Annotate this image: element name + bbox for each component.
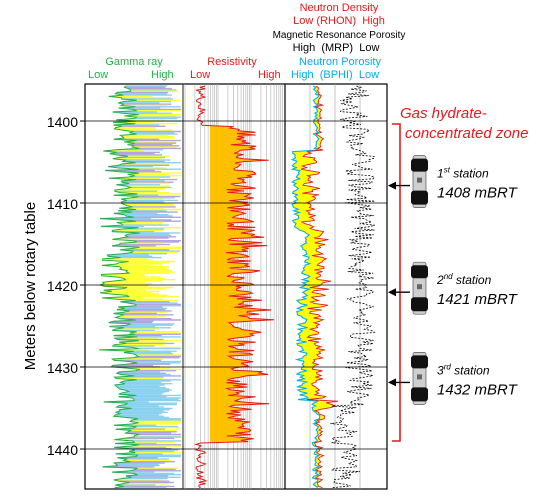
station-ordinal-number: 2 bbox=[436, 273, 444, 287]
resistivity-low-label: Low bbox=[190, 69, 210, 81]
station-1: 1st station 1408 mBRT bbox=[388, 155, 519, 208]
station-ordinal-suffix: st bbox=[444, 166, 451, 175]
tick-label-1420: 1420 bbox=[47, 278, 78, 294]
gamma-ray-curve bbox=[98, 85, 141, 489]
zone-label-line2: concentrated zone bbox=[405, 125, 528, 142]
station-word: station bbox=[451, 363, 490, 377]
hydrate-zone-annotation: Gas hydrate- concentrated zone bbox=[392, 105, 528, 442]
y-axis-label: Meters below rotary table bbox=[22, 202, 39, 370]
station-word: station bbox=[453, 273, 492, 287]
mrp-curve bbox=[330, 85, 376, 488]
tool-packer bbox=[411, 387, 428, 402]
density-title: Neutron Density bbox=[300, 2, 379, 14]
station-2: 2nd station 1421 mBRT bbox=[388, 261, 519, 315]
station-depth-label: 1421 mBRT bbox=[437, 291, 519, 308]
resistivity-log bbox=[194, 85, 275, 489]
tool-port bbox=[417, 177, 422, 183]
sampling-stations: 1st station 1408 mBRT 2nd station 1421 mBRT… bbox=[388, 155, 519, 405]
neutron-density-curve bbox=[300, 85, 339, 489]
tick-label-1410: 1410 bbox=[47, 196, 78, 212]
depth-axis: Meters below rotary table 1400 1410 1420… bbox=[22, 114, 78, 458]
tick-label-1440: 1440 bbox=[47, 442, 78, 458]
station-word: station bbox=[450, 167, 489, 181]
tool-packer bbox=[411, 265, 428, 279]
zone-label-line1: Gas hydrate- bbox=[400, 105, 487, 122]
tool-port bbox=[417, 374, 422, 380]
mrp-title: Magnetic Resonance Porosity bbox=[273, 30, 406, 41]
tick-label-1400: 1400 bbox=[47, 114, 78, 130]
mrp-scale: High (MRP) Low bbox=[293, 42, 380, 54]
tick-label-1430: 1430 bbox=[47, 360, 78, 376]
station-ordinal-suffix: rd bbox=[444, 362, 452, 371]
arrow-head bbox=[388, 288, 396, 297]
log-tracks bbox=[80, 83, 388, 490]
station-depth-label: 1408 mBRT bbox=[437, 185, 519, 202]
gamma-ray-log bbox=[98, 85, 181, 489]
gamma-low-label: Low bbox=[88, 69, 108, 81]
tool-packer bbox=[411, 158, 428, 172]
station-3: 3rd station 1432 mBRT bbox=[388, 352, 519, 405]
neutron-title: Neutron Porosity bbox=[299, 56, 381, 68]
tool-packer bbox=[411, 190, 428, 205]
porosity-difference-fill bbox=[292, 86, 338, 488]
gamma-high-label: High bbox=[151, 69, 174, 81]
resistivity-high-label: High bbox=[258, 69, 281, 81]
arrow-head bbox=[388, 181, 396, 190]
resistivity-title: Resistivity bbox=[207, 56, 257, 68]
neutron-scale: High (BPHI) Low bbox=[291, 69, 379, 81]
track-headers: Gamma ray Low High Resistivity Low High … bbox=[88, 2, 405, 81]
station-ordinal: 1st station bbox=[437, 166, 489, 181]
station-ordinal: 2nd station bbox=[436, 272, 492, 287]
neutron-porosity-curve bbox=[290, 85, 321, 489]
gamma-title: Gamma ray bbox=[105, 56, 163, 68]
porosity-logs bbox=[290, 85, 376, 489]
zone-bracket bbox=[392, 123, 401, 442]
tool-packer bbox=[411, 355, 428, 369]
station-ordinal-number: 3 bbox=[437, 363, 444, 377]
station-ordinal: 3rd station bbox=[437, 362, 490, 377]
density-scale: Low (RHON) High bbox=[293, 15, 385, 27]
arrow-head bbox=[388, 378, 396, 387]
station-ordinal-suffix: nd bbox=[444, 272, 453, 281]
tool-packer bbox=[411, 297, 428, 312]
tool-port bbox=[417, 284, 422, 290]
hydrate-resistivity-fill bbox=[210, 126, 274, 442]
station-ordinal-number: 1 bbox=[437, 167, 444, 181]
resistivity-curve bbox=[194, 85, 275, 489]
depth-gridlines bbox=[80, 120, 387, 450]
station-depth-label: 1432 mBRT bbox=[437, 381, 519, 398]
track-frame bbox=[84, 83, 388, 490]
